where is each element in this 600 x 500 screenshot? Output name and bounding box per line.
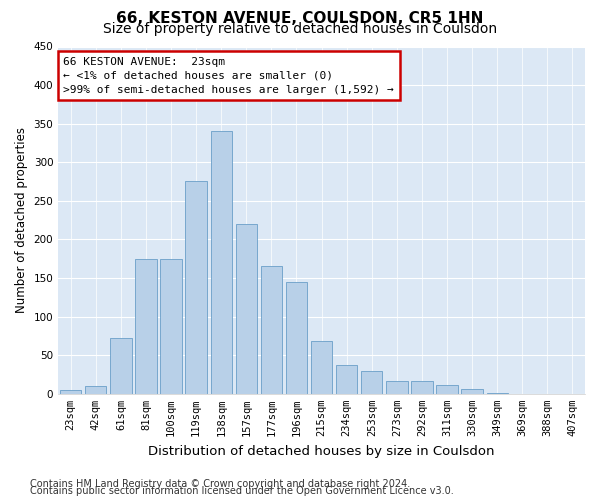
Bar — [136, 258, 157, 394]
Bar — [160, 258, 182, 394]
Bar — [487, 393, 508, 394]
Bar — [411, 382, 433, 394]
Text: 66 KESTON AVENUE:  23sqm
← <1% of detached houses are smaller (0)
>99% of semi-d: 66 KESTON AVENUE: 23sqm ← <1% of detache… — [64, 57, 394, 95]
Bar — [286, 282, 307, 394]
Bar — [261, 266, 282, 394]
Bar — [211, 132, 232, 394]
Bar — [361, 370, 382, 394]
Bar — [236, 224, 257, 394]
Bar — [85, 386, 106, 394]
Text: 66, KESTON AVENUE, COULSDON, CR5 1HN: 66, KESTON AVENUE, COULSDON, CR5 1HN — [116, 11, 484, 26]
Bar — [436, 384, 458, 394]
Bar — [185, 181, 207, 394]
Bar — [461, 389, 483, 394]
X-axis label: Distribution of detached houses by size in Coulsdon: Distribution of detached houses by size … — [148, 444, 495, 458]
Text: Contains HM Land Registry data © Crown copyright and database right 2024.: Contains HM Land Registry data © Crown c… — [30, 479, 410, 489]
Text: Size of property relative to detached houses in Coulsdon: Size of property relative to detached ho… — [103, 22, 497, 36]
Bar — [386, 382, 407, 394]
Bar — [60, 390, 82, 394]
Y-axis label: Number of detached properties: Number of detached properties — [15, 127, 28, 313]
Text: Contains public sector information licensed under the Open Government Licence v3: Contains public sector information licen… — [30, 486, 454, 496]
Bar — [336, 365, 358, 394]
Bar — [311, 342, 332, 394]
Bar — [110, 338, 131, 394]
